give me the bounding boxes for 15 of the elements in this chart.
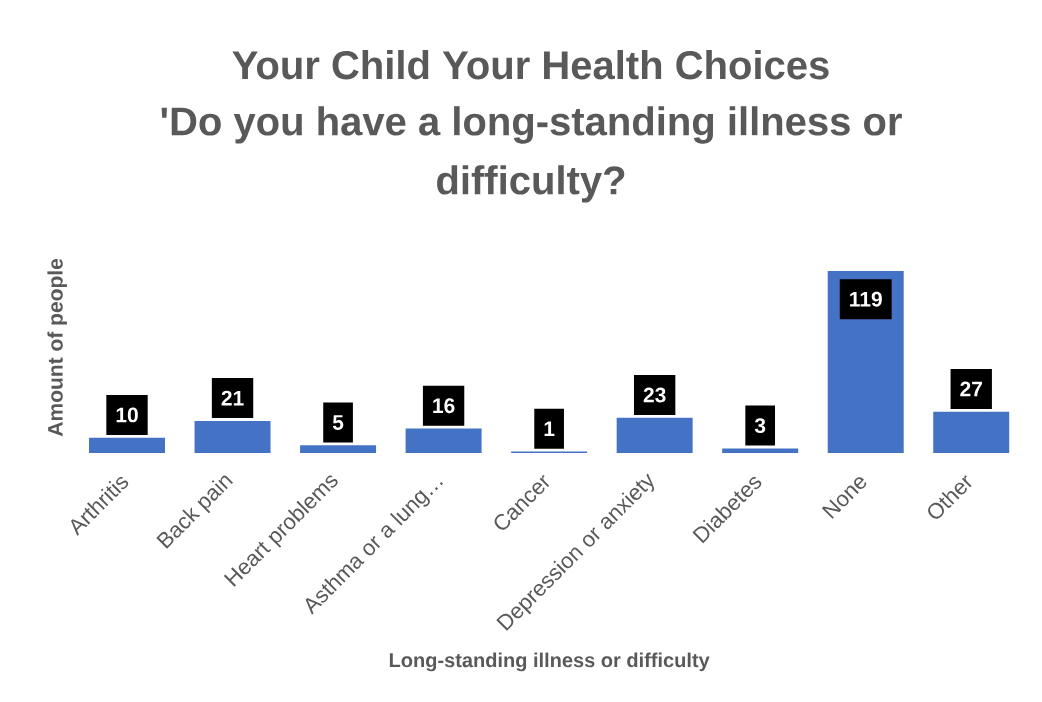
- data-label: 119: [850, 291, 882, 307]
- chart-title: Your Child Your Health Choices: [232, 50, 829, 80]
- data-label: 23: [643, 387, 666, 403]
- x-axis-title: Long-standing illness or difficulty: [389, 652, 710, 672]
- data-label: 27: [960, 381, 982, 397]
- data-label: 10: [116, 407, 138, 423]
- data-label: 5: [332, 415, 344, 430]
- chart-subtitle: 'Do you have a long-standing illness or difficulty?: [161, 106, 902, 203]
- bar: [300, 445, 377, 453]
- data-label: 21: [221, 390, 244, 406]
- data-label: 1: [544, 421, 555, 436]
- y-axis-title: Amount of people: [47, 258, 67, 437]
- bar: [722, 448, 799, 453]
- data-label: 3: [754, 418, 766, 434]
- data-label: 16: [433, 398, 455, 414]
